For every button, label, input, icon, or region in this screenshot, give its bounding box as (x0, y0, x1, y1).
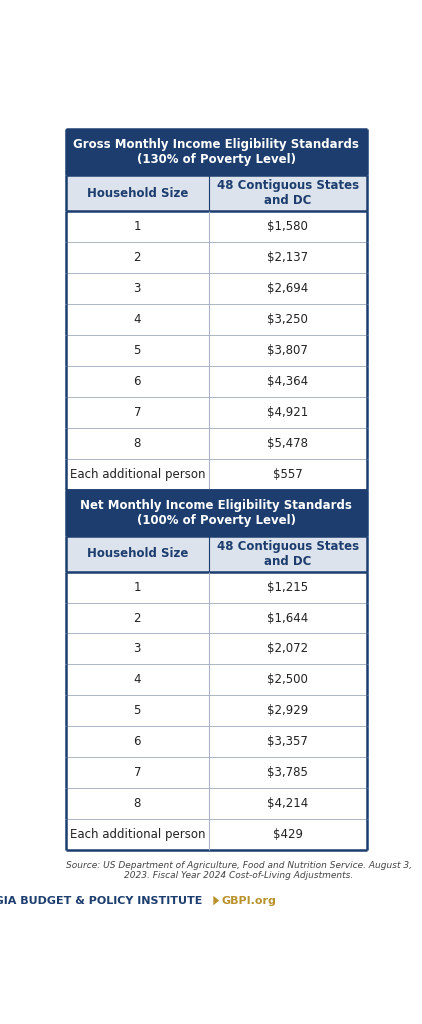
Bar (66, 665, 209, 695)
Text: 48 Contiguous States
and DC: 48 Contiguous States and DC (216, 540, 359, 567)
Bar (209, 272, 367, 304)
Bar (66, 536, 209, 571)
Bar (209, 726, 367, 758)
Bar (66, 695, 209, 726)
Text: Each additional person: Each additional person (70, 468, 205, 480)
Text: Household Size: Household Size (87, 186, 188, 200)
Bar (66, 459, 209, 489)
Text: Each additional person: Each additional person (70, 828, 205, 841)
Bar (66, 272, 209, 304)
Text: $429: $429 (273, 828, 303, 841)
Bar (66, 489, 367, 536)
Bar (209, 304, 367, 335)
Bar (209, 788, 367, 819)
Bar (66, 726, 209, 758)
Text: 3: 3 (134, 282, 141, 295)
Bar (66, 396, 209, 428)
Bar (209, 536, 367, 571)
Text: $3,785: $3,785 (267, 766, 308, 779)
Text: $2,500: $2,500 (267, 674, 308, 686)
Text: GBPI.org: GBPI.org (222, 896, 277, 905)
Text: 7: 7 (133, 406, 141, 419)
Bar (209, 819, 367, 850)
Bar (209, 335, 367, 366)
Text: $4,214: $4,214 (267, 798, 308, 810)
Text: 5: 5 (134, 705, 141, 718)
Text: 3: 3 (134, 642, 141, 655)
Text: $557: $557 (273, 468, 303, 480)
Bar (209, 665, 367, 695)
Text: $2,072: $2,072 (267, 642, 308, 655)
Bar (66, 428, 209, 459)
Bar (66, 211, 209, 242)
Bar (66, 175, 209, 211)
Text: GEORGIA BUDGET & POLICY INSTITUTE: GEORGIA BUDGET & POLICY INSTITUTE (0, 896, 211, 905)
Text: $2,137: $2,137 (267, 251, 308, 264)
Bar (66, 758, 209, 788)
Text: $3,807: $3,807 (267, 344, 308, 356)
Bar (209, 211, 367, 242)
Bar (209, 695, 367, 726)
Text: $4,921: $4,921 (267, 406, 308, 419)
Bar (209, 758, 367, 788)
Bar (66, 366, 209, 396)
Text: 1: 1 (133, 220, 141, 232)
Text: $2,929: $2,929 (267, 705, 308, 718)
Text: $1,580: $1,580 (267, 220, 308, 232)
Text: Net Monthly Income Eligibility Standards
(100% of Poverty Level): Net Monthly Income Eligibility Standards… (80, 499, 352, 526)
Text: $5,478: $5,478 (267, 436, 308, 450)
Bar (66, 335, 209, 366)
Text: 6: 6 (133, 735, 141, 749)
Bar (209, 634, 367, 665)
Bar (66, 242, 209, 272)
Bar (209, 396, 367, 428)
Bar (209, 175, 367, 211)
Text: 8: 8 (134, 798, 141, 810)
Text: 5: 5 (134, 344, 141, 356)
Bar (209, 242, 367, 272)
Text: 8: 8 (134, 436, 141, 450)
Bar (66, 819, 209, 850)
Text: $2,694: $2,694 (267, 282, 308, 295)
Text: 4: 4 (133, 312, 141, 326)
Text: Gross Monthly Income Eligibility Standards
(130% of Poverty Level): Gross Monthly Income Eligibility Standar… (73, 138, 359, 166)
Bar (209, 428, 367, 459)
Text: 4: 4 (133, 674, 141, 686)
Bar (66, 571, 209, 602)
Text: 1: 1 (133, 581, 141, 594)
Polygon shape (214, 896, 219, 905)
Text: 7: 7 (133, 766, 141, 779)
Bar (66, 304, 209, 335)
Text: Household Size: Household Size (87, 547, 188, 560)
Bar (66, 788, 209, 819)
Text: $3,357: $3,357 (267, 735, 308, 749)
Bar (66, 129, 367, 175)
Text: $1,215: $1,215 (267, 581, 308, 594)
Text: $1,644: $1,644 (267, 611, 308, 625)
Bar (209, 571, 367, 602)
Text: Source: US Department of Agriculture, Food and Nutrition Service. August 3,
2023: Source: US Department of Agriculture, Fo… (66, 861, 412, 881)
Text: 2: 2 (133, 251, 141, 264)
Text: $3,250: $3,250 (267, 312, 308, 326)
Bar (209, 366, 367, 396)
Text: $4,364: $4,364 (267, 375, 308, 388)
Bar (66, 634, 209, 665)
Text: 6: 6 (133, 375, 141, 388)
Text: 48 Contiguous States
and DC: 48 Contiguous States and DC (216, 179, 359, 207)
Bar (209, 459, 367, 489)
Bar (66, 602, 209, 634)
Text: 2: 2 (133, 611, 141, 625)
Bar (209, 602, 367, 634)
